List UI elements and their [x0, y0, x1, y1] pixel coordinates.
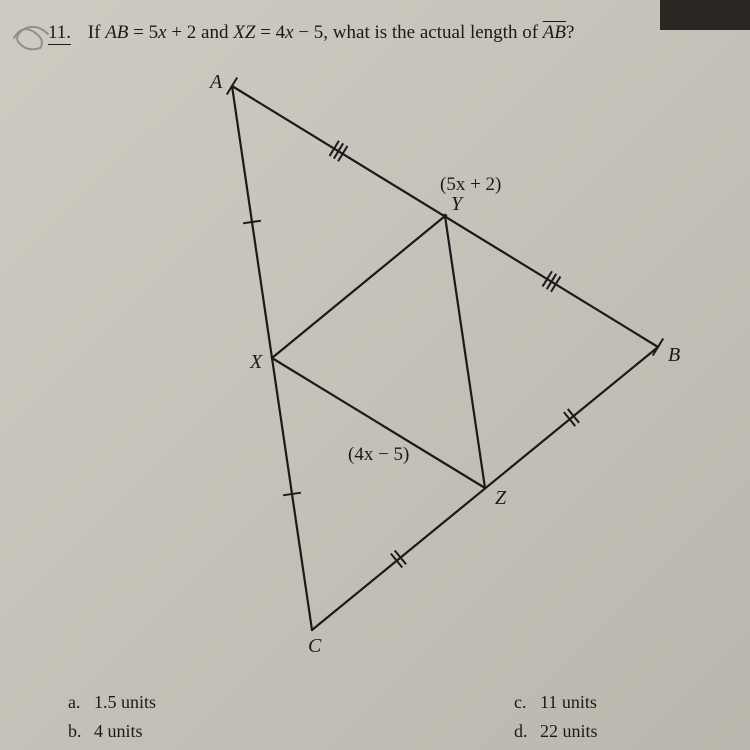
svg-text:Z: Z — [495, 487, 507, 509]
q-x2: x — [285, 22, 293, 43]
choice-d[interactable]: d.22 units — [514, 721, 710, 742]
svg-text:C: C — [308, 635, 322, 652]
page-background: 11. If AB = 5x + 2 and XZ = 4x − 5, what… — [0, 0, 750, 750]
q-minus5: − 5, what is the actual length of — [294, 22, 543, 43]
q-eq1: = 5 — [128, 22, 158, 43]
choice-letter: b. — [68, 721, 94, 742]
choice-text: 11 units — [540, 692, 597, 712]
triangle-diagram: A B C X Y Z (5x + 2) (4x − 5) — [120, 62, 680, 652]
choice-text: 4 units — [94, 721, 143, 741]
corner-shadow — [660, 0, 750, 30]
answer-choices: a.1.5 units c.11 units b.4 units d.22 un… — [68, 692, 710, 742]
svg-text:A: A — [208, 71, 223, 93]
svg-text:B: B — [668, 344, 680, 366]
q-ab: AB — [105, 22, 128, 43]
q-qmark: ? — [566, 22, 574, 43]
choice-text: 22 units — [540, 721, 598, 741]
svg-text:(5x + 2): (5x + 2) — [440, 174, 501, 195]
q-plus2: + 2 and — [167, 22, 234, 43]
question-number: 11. — [48, 22, 71, 45]
choice-a[interactable]: a.1.5 units — [68, 692, 264, 713]
q-x1: x — [158, 22, 166, 43]
choice-letter: d. — [514, 721, 540, 742]
q-eq2: = 4 — [255, 22, 285, 43]
svg-text:Y: Y — [451, 193, 464, 215]
choice-c[interactable]: c.11 units — [514, 692, 710, 713]
q-prefix: If — [88, 22, 105, 43]
choice-letter: a. — [68, 692, 94, 713]
q-xz: XZ — [233, 22, 255, 43]
choice-text: 1.5 units — [94, 692, 156, 712]
choice-letter: c. — [514, 692, 540, 713]
svg-text:X: X — [249, 351, 263, 373]
choice-b[interactable]: b.4 units — [68, 721, 264, 742]
diagram-svg: A B C X Y Z (5x + 2) (4x − 5) — [120, 62, 680, 652]
q-ab-end: AB — [543, 22, 566, 43]
question-text: 11. If AB = 5x + 2 and XZ = 4x − 5, what… — [48, 22, 574, 45]
svg-text:(4x − 5): (4x − 5) — [348, 444, 409, 465]
